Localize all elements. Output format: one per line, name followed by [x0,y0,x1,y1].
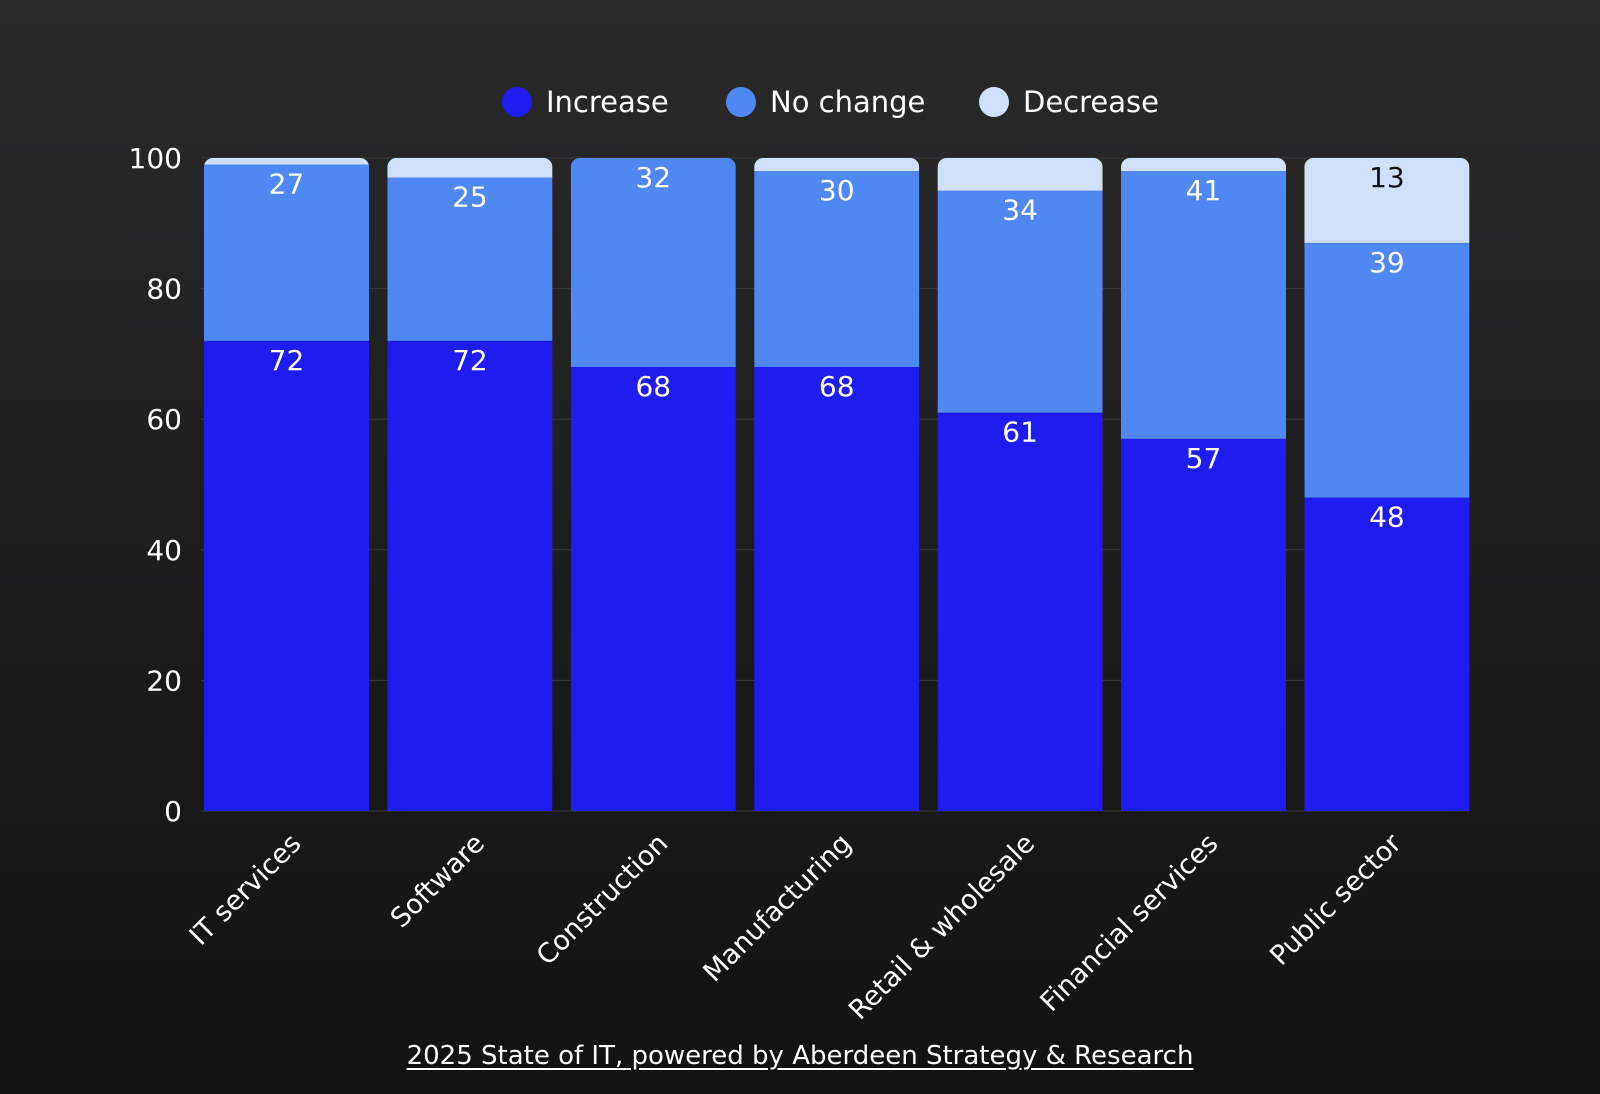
value-label-public-sector-decrease: 13 [1369,161,1405,194]
value-label-public-sector-increase: 48 [1369,501,1405,534]
bar-it-services-no-change [204,164,369,341]
bar-financial-services-no-change [1121,171,1286,439]
y-axis: 0 20 40 60 80 100 [129,142,182,828]
source-link[interactable]: 2025 State of IT, powered by Aberdeen St… [406,1041,1194,1071]
value-label-retail-and-wholesale-increase: 61 [1002,416,1038,449]
bar-financial-services-decrease [1121,158,1286,172]
y-tick-0: 0 [164,795,182,828]
value-label-it-services-no-change: 27 [269,168,305,201]
legend-label-decrease: Decrease [1023,85,1159,119]
x-tick-construction: Construction [531,828,674,971]
bar-software-decrease [387,158,553,178]
value-label-software-no-change: 25 [452,181,488,214]
value-label-financial-services-increase: 57 [1186,442,1222,475]
bar-public-sector-increase [1304,497,1470,811]
x-tick-software: Software [385,828,491,934]
value-label-public-sector-no-change: 39 [1369,246,1405,279]
bar-manufacturing-increase [754,366,920,811]
y-tick-20: 20 [146,664,182,697]
value-label-retail-and-wholesale-no-change: 34 [1002,194,1038,227]
bar-construction-no-change [570,158,736,367]
x-tick-it-services: IT services [184,828,308,952]
bar-stack-financial-services [1121,158,1286,811]
bar-retail-and-wholesale-no-change [937,190,1103,413]
x-tick-public-sector: Public sector [1264,827,1408,971]
y-tick-80: 80 [146,273,182,306]
bar-retail-and-wholesale-decrease [937,158,1103,191]
chart-bars [204,158,1470,811]
bar-retail-and-wholesale-increase [937,412,1103,811]
x-axis: IT services Software Construction Manufactu… [184,827,1409,1026]
bar-stack-public-sector [1304,158,1470,811]
legend-item-decrease: Decrease [979,85,1159,119]
value-label-financial-services-no-change: 41 [1186,174,1222,207]
value-label-manufacturing-increase: 68 [819,370,855,403]
y-tick-100: 100 [129,142,182,175]
bar-public-sector-no-change [1304,242,1470,498]
bar-construction-increase [570,366,736,811]
value-label-construction-increase: 68 [635,370,671,403]
legend-swatch-no-change [726,87,756,117]
bar-it-services-decrease [204,158,369,165]
bar-manufacturing-decrease [754,158,920,172]
bar-financial-services-increase [1121,438,1286,811]
y-tick-60: 60 [146,403,182,436]
bar-public-sector-decrease [1304,158,1470,243]
bar-stack-construction [570,158,736,811]
bar-stack-retail-and-wholesale [937,158,1103,811]
value-labels: 72 27 72 25 68 32 68 30 61 34 57 41 48 39 13 [269,161,1405,534]
y-tick-40: 40 [146,534,182,567]
chart-legend: Increase No change Decrease [502,85,1159,119]
x-tick-manufacturing: Manufacturing [697,828,857,988]
bar-stack-software [387,158,553,811]
legend-label-increase: Increase [546,85,669,119]
x-tick-financial-services: Financial services [1035,828,1225,1018]
value-label-it-services-increase: 72 [269,344,305,377]
legend-swatch-decrease [979,87,1009,117]
legend-item-no-change: No change [726,85,925,119]
bar-stack-manufacturing [754,158,920,811]
bar-software-increase [387,340,553,811]
bar-manufacturing-no-change [754,171,920,367]
value-label-manufacturing-no-change: 30 [819,174,855,207]
value-label-software-increase: 72 [452,344,488,377]
x-tick-retail-and-wholesale: Retail & wholesale [843,828,1041,1026]
bar-software-no-change [387,177,553,341]
bar-it-services-increase [204,340,369,811]
bar-stack-it-services [204,158,369,811]
value-label-construction-no-change: 32 [635,161,671,194]
legend-label-no-change: No change [770,85,925,119]
legend-item-increase: Increase [502,85,669,119]
legend-swatch-increase [502,87,532,117]
